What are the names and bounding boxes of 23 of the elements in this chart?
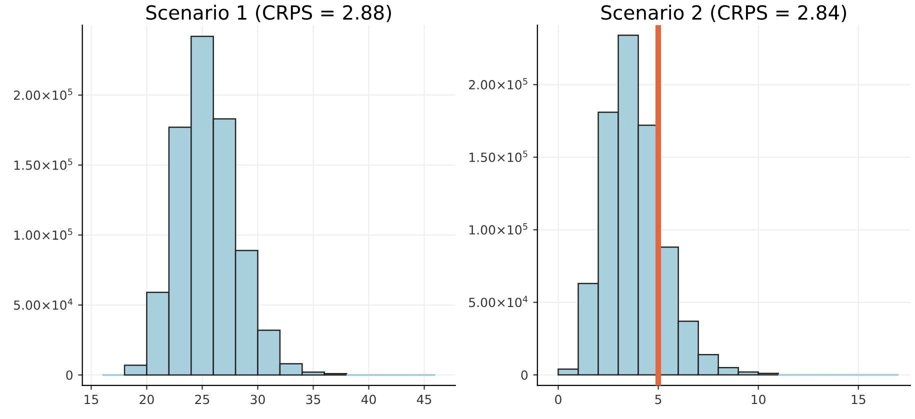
chart-title: Scenario 2 (CRPS = 2.84) bbox=[601, 4, 846, 22]
y-tick-label: 1.00×10$^{5}$ bbox=[14, 228, 72, 240]
x-tick-label: 45 bbox=[416, 394, 432, 404]
x-tick-label: 5 bbox=[655, 394, 662, 404]
x-tick-label: 10 bbox=[752, 394, 766, 404]
y-tick-label: 2.00×10$^{5}$ bbox=[469, 78, 528, 90]
x-tick-label: 30 bbox=[250, 394, 265, 404]
x-tick-label: 35 bbox=[306, 394, 320, 404]
x-tick-label: 15 bbox=[84, 394, 98, 404]
y-tick-label: 2.00×10$^{5}$ bbox=[14, 88, 72, 100]
x-tick-label: 40 bbox=[361, 394, 376, 404]
x-tick-label: 20 bbox=[140, 394, 154, 404]
x-tick-label: 0 bbox=[555, 394, 562, 404]
y-tick-label: 5.00×10$^{4}$ bbox=[469, 296, 528, 308]
y-tick-label: 0 bbox=[66, 370, 72, 380]
y-tick-label: 1.50×10$^{5}$ bbox=[14, 158, 72, 170]
y-tick-label: 5.00×10$^{4}$ bbox=[14, 298, 72, 310]
y-tick-label: 1.50×10$^{5}$ bbox=[470, 150, 528, 162]
x-tick-label: 15 bbox=[852, 394, 866, 404]
chart-title: Scenario 1 (CRPS = 2.88) bbox=[146, 4, 391, 22]
y-tick-label: 1.00×10$^{5}$ bbox=[470, 223, 528, 235]
x-tick-label: 25 bbox=[195, 394, 210, 404]
y-tick-label: 0 bbox=[521, 370, 528, 380]
